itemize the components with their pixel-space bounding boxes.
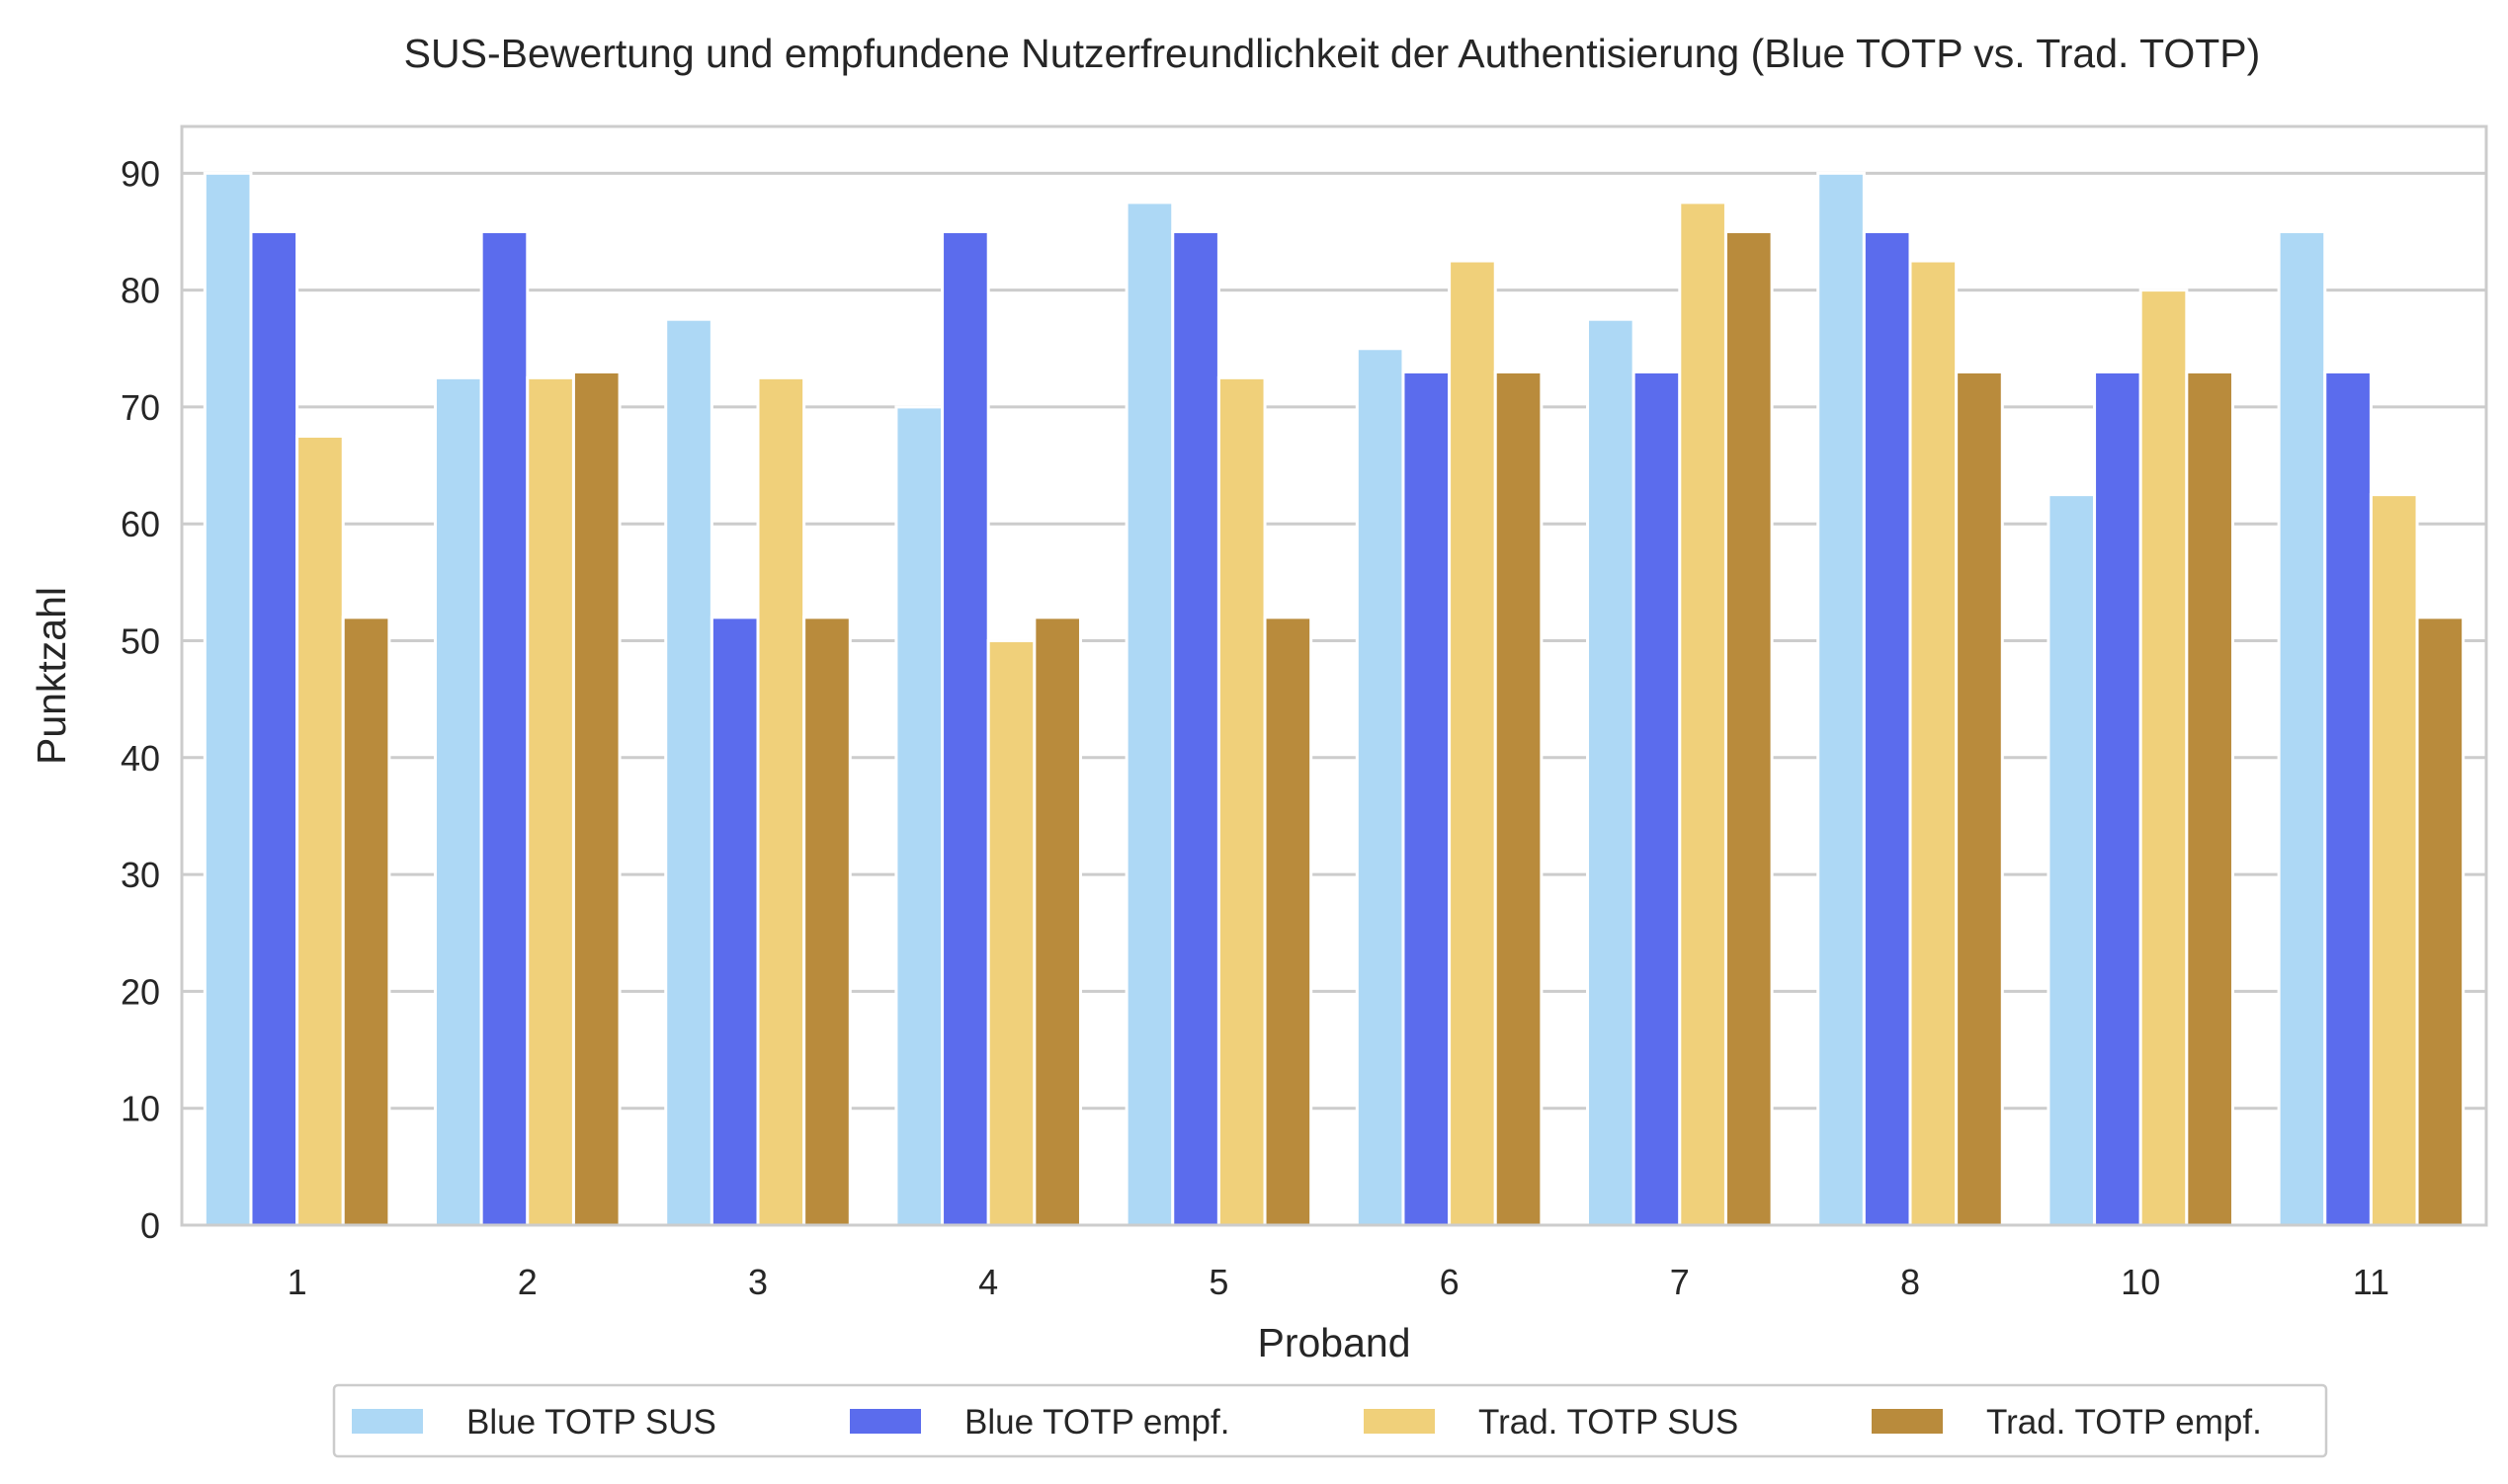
x-axis-title: Proband [1257, 1320, 1410, 1365]
x-tick-label: 1 [288, 1262, 307, 1302]
bar [1171, 229, 1220, 1227]
y-tick-label: 0 [140, 1205, 160, 1246]
bar [249, 229, 299, 1227]
legend-label: Trad. TOTP empf. [1986, 1403, 2262, 1442]
bar [894, 405, 945, 1227]
y-tick-label: 70 [121, 387, 160, 428]
y-tick-label: 60 [121, 504, 160, 544]
bar [341, 616, 391, 1227]
y-tick-label: 50 [121, 621, 160, 662]
bar [1631, 370, 1682, 1227]
y-axis-ticks: 0 10 20 30 40 50 60 70 80 90 [121, 153, 160, 1246]
bar [1955, 370, 2004, 1227]
bar [1678, 201, 1727, 1227]
bar [664, 317, 713, 1227]
legend-label: Trad. TOTP SUS [1478, 1403, 1738, 1442]
bar [1033, 616, 1082, 1227]
bar [2277, 229, 2327, 1227]
bar [1493, 370, 1544, 1227]
y-tick-label: 90 [121, 153, 160, 194]
bar [1862, 229, 1912, 1227]
bar [756, 375, 806, 1227]
bar [2138, 289, 2189, 1227]
bars [203, 171, 2466, 1227]
bar [526, 375, 575, 1227]
x-tick-label: 2 [518, 1262, 538, 1302]
x-tick-label: 10 [2121, 1262, 2160, 1302]
legend-frame [332, 1383, 2328, 1458]
legend-swatch [1872, 1409, 1943, 1434]
y-tick-label: 30 [121, 855, 160, 895]
bar [1216, 375, 1267, 1227]
y-axis-title: Punktzahl [29, 587, 74, 765]
bar [1263, 616, 1313, 1227]
legend: Blue TOTP SUS Blue TOTP empf. Trad. TOTP S… [332, 1383, 2328, 1458]
bar [295, 434, 345, 1227]
bar [2185, 370, 2234, 1227]
chart-title: SUS-Bewertung und empfundene Nutzerfreun… [404, 31, 2261, 76]
legend-swatch [850, 1409, 921, 1434]
bar [941, 229, 990, 1227]
x-tick-label: 6 [1440, 1262, 1460, 1302]
bar [2415, 616, 2466, 1227]
legend-label: Blue TOTP SUS [466, 1403, 716, 1442]
bar [986, 639, 1037, 1227]
bar [1908, 259, 1959, 1227]
bar [802, 616, 852, 1227]
bar [1125, 201, 1175, 1227]
bar [1355, 347, 1405, 1227]
legend-label: Blue TOTP empf. [964, 1403, 1229, 1442]
y-tick-label: 10 [121, 1089, 160, 1129]
x-tick-label: 11 [2353, 1262, 2389, 1302]
bar [1586, 317, 1635, 1227]
bar [571, 370, 622, 1227]
bar [710, 616, 760, 1227]
bar [1401, 370, 1452, 1227]
legend-swatch [1364, 1409, 1435, 1434]
y-tick-label: 80 [121, 271, 160, 311]
bar [479, 229, 530, 1227]
x-axis-ticks: 1 2 3 4 5 6 7 8 10 11 [288, 1262, 2390, 1302]
bar [1816, 171, 1866, 1227]
x-tick-label: 4 [978, 1262, 998, 1302]
bar [434, 375, 483, 1227]
bar [2369, 493, 2419, 1227]
x-tick-label: 3 [748, 1262, 768, 1302]
x-tick-label: 7 [1670, 1262, 1690, 1302]
bar [1723, 229, 1774, 1227]
bar [2093, 370, 2142, 1227]
legend-swatch [352, 1409, 423, 1434]
plot-frame [180, 124, 2488, 1227]
bar [2323, 370, 2373, 1227]
bar [1448, 259, 1497, 1227]
bar [203, 171, 253, 1227]
y-tick-label: 40 [121, 738, 160, 779]
y-tick-label: 20 [121, 971, 160, 1012]
x-tick-label: 5 [1209, 1262, 1228, 1302]
bar [2047, 493, 2097, 1227]
x-tick-label: 8 [1900, 1262, 1920, 1302]
